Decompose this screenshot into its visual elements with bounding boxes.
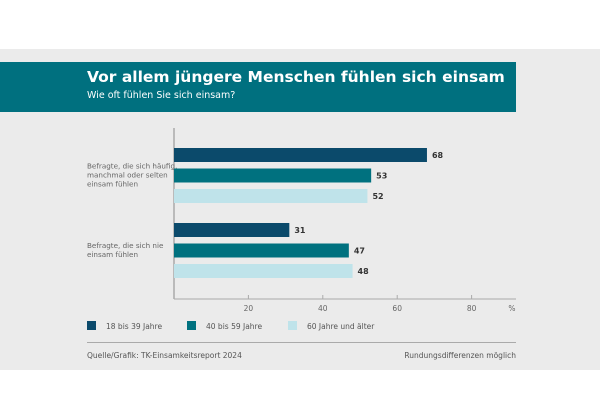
x-tick-label: 80 <box>467 304 477 313</box>
x-tick-label: 40 <box>318 304 328 313</box>
footer-divider <box>87 342 516 343</box>
bar <box>174 243 349 258</box>
legend-item-60-plus: 60 Jahre und älter <box>288 321 374 331</box>
chart-title: Vor allem jüngere Menschen fühlen sich e… <box>87 68 505 86</box>
data-label: 48 <box>358 267 370 276</box>
legend-label: 40 bis 59 Jahre <box>206 322 263 331</box>
x-tick-label: 60 <box>392 304 402 313</box>
legend-swatch <box>288 321 297 330</box>
chart-subtitle: Wie oft fühlen Sie sich einsam? <box>87 90 236 101</box>
x-unit-label: % <box>508 304 515 313</box>
source-text: Quelle/Grafik: TK-Einsamkeitsreport 2024 <box>87 351 242 360</box>
legend-item-40-59: 40 bis 59 Jahre <box>187 321 262 331</box>
legend-label: 60 Jahre und älter <box>307 322 375 331</box>
legend-label: 18 bis 39 Jahre <box>106 322 163 331</box>
data-label: 68 <box>432 151 444 160</box>
bar <box>174 168 372 183</box>
data-label: 47 <box>354 247 365 256</box>
legend-swatch <box>187 321 196 330</box>
data-label: 52 <box>372 192 383 201</box>
title-banner <box>0 62 516 112</box>
x-tick-label: 20 <box>244 304 254 313</box>
bar <box>174 148 427 162</box>
legend-swatch <box>87 321 96 330</box>
bar <box>174 189 368 203</box>
category-label: Befragte, die sich nie einsam fühlen <box>87 241 164 259</box>
data-label: 53 <box>376 172 387 181</box>
category-label: Befragte, die sich häufig, manchmal oder … <box>87 162 177 189</box>
rounding-note: Rundungsdifferenzen möglich <box>404 351 516 360</box>
bar <box>174 264 353 278</box>
data-label: 31 <box>294 226 306 235</box>
legend-item-18-39: 18 bis 39 Jahre <box>87 321 162 331</box>
bar <box>174 223 290 237</box>
